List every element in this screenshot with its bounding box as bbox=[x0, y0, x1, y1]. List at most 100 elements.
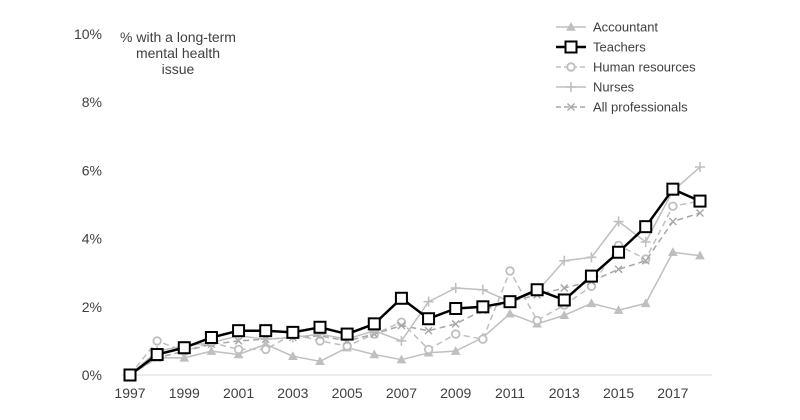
data-point-teachers bbox=[367, 317, 381, 331]
data-point-human-resources bbox=[261, 344, 271, 355]
data-point-nurses bbox=[695, 161, 705, 172]
series-line-all-professionals bbox=[129, 212, 701, 376]
legend: Accountant Teachers Human resources Nurses A… bbox=[556, 20, 696, 115]
data-point-nurses bbox=[396, 335, 407, 346]
data-point-accountant bbox=[206, 346, 217, 355]
series-line-human-resources bbox=[129, 200, 701, 376]
data-point-accountant bbox=[288, 351, 298, 360]
data-point-accountant bbox=[668, 247, 678, 256]
data-point-human-resources bbox=[152, 336, 162, 346]
x-tick-label: 2009 bbox=[440, 385, 471, 401]
data-point-human-resources bbox=[423, 344, 434, 355]
legend-marker-all-professionals bbox=[567, 103, 575, 111]
data-point-all-professionals bbox=[696, 209, 704, 218]
legend-item-all-professionals: All professionals bbox=[556, 100, 688, 115]
data-point-all-professionals bbox=[614, 265, 623, 274]
data-point-teachers bbox=[259, 324, 273, 338]
legend-item-accountant: Accountant bbox=[556, 20, 658, 35]
data-point-teachers bbox=[476, 300, 490, 314]
data-point-human-resources bbox=[532, 315, 542, 326]
y-axis-tick-labels: 0% 2% 4% 6% 8% 10% bbox=[74, 26, 102, 383]
data-point-teachers bbox=[584, 269, 598, 283]
data-point-accountant bbox=[233, 349, 244, 359]
data-point-accountant bbox=[315, 356, 325, 366]
data-point-accountant bbox=[586, 298, 597, 308]
annotation-line-3: issue bbox=[162, 61, 195, 77]
data-point-human-resources bbox=[233, 344, 244, 355]
data-point-teachers bbox=[503, 295, 517, 309]
data-point-nurses bbox=[586, 252, 597, 263]
data-point-teachers bbox=[449, 302, 463, 316]
x-tick-label: 1997 bbox=[114, 385, 145, 401]
data-point-nurses bbox=[613, 216, 624, 227]
y-tick-label: 6% bbox=[82, 162, 102, 178]
data-point-all-professionals bbox=[641, 256, 650, 265]
data-point-teachers bbox=[313, 320, 327, 334]
data-point-teachers bbox=[530, 283, 544, 297]
x-tick-label: 2003 bbox=[277, 385, 308, 401]
x-tick-label: 1999 bbox=[169, 385, 200, 401]
series-line-teachers bbox=[129, 187, 701, 376]
data-point-all-professionals bbox=[668, 217, 677, 226]
legend-marker-teachers bbox=[564, 40, 578, 54]
data-point-accountant bbox=[640, 298, 651, 308]
annotation-line-2: mental health bbox=[136, 45, 220, 61]
x-tick-label: 2013 bbox=[549, 385, 580, 401]
data-point-teachers bbox=[557, 293, 571, 307]
data-point-teachers bbox=[150, 348, 164, 362]
x-tick-label: 2011 bbox=[495, 385, 525, 401]
data-point-accountant bbox=[396, 354, 407, 364]
legend-label-accountant: Accountant bbox=[593, 20, 658, 35]
data-point-all-professionals bbox=[234, 336, 243, 345]
legend-label-nurses: Nurses bbox=[593, 80, 635, 95]
data-point-nurses bbox=[423, 296, 434, 307]
data-point-accountant bbox=[369, 349, 380, 359]
x-tick-label: 2017 bbox=[657, 385, 688, 401]
data-point-accountant bbox=[179, 352, 190, 362]
data-point-accountant bbox=[695, 250, 705, 260]
data-point-teachers bbox=[286, 325, 300, 339]
legend-label-all-professionals: All professionals bbox=[593, 100, 688, 115]
y-tick-label: 8% bbox=[82, 94, 102, 110]
legend-item-nurses: Nurses bbox=[556, 80, 635, 95]
data-point-teachers bbox=[639, 220, 653, 234]
series-layer bbox=[123, 161, 707, 382]
y-tick-label: 4% bbox=[82, 231, 102, 247]
data-point-teachers bbox=[340, 327, 354, 341]
data-point-teachers bbox=[693, 194, 707, 208]
legend-marker-nurses bbox=[566, 82, 576, 92]
x-tick-label: 2015 bbox=[603, 385, 634, 401]
data-point-teachers bbox=[232, 324, 246, 338]
data-point-all-professionals bbox=[560, 284, 569, 293]
x-tick-label: 2001 bbox=[223, 385, 254, 401]
series-nurses bbox=[125, 161, 705, 380]
y-tick-label: 10% bbox=[74, 26, 102, 42]
data-point-teachers bbox=[612, 245, 626, 259]
x-tick-label: 2005 bbox=[332, 385, 363, 401]
data-point-human-resources bbox=[668, 201, 678, 211]
x-tick-label: 2007 bbox=[386, 385, 417, 401]
series-line-nurses bbox=[129, 166, 701, 376]
data-point-teachers bbox=[422, 312, 436, 326]
data-point-nurses bbox=[640, 237, 651, 248]
data-point-all-professionals bbox=[397, 321, 406, 330]
data-point-accountant bbox=[613, 305, 624, 314]
data-point-teachers bbox=[123, 368, 137, 382]
data-point-all-professionals bbox=[424, 326, 433, 335]
data-point-teachers bbox=[204, 330, 218, 344]
data-point-nurses bbox=[477, 284, 488, 295]
data-point-teachers bbox=[666, 182, 680, 196]
legend-item-teachers: Teachers bbox=[556, 40, 646, 55]
annotation-line-1: % with a long-term bbox=[120, 29, 236, 45]
data-point-accountant bbox=[505, 308, 515, 318]
legend-label-teachers: Teachers bbox=[593, 40, 646, 55]
data-point-human-resources bbox=[505, 266, 515, 276]
data-point-accountant bbox=[450, 346, 461, 355]
data-point-human-resources bbox=[451, 329, 461, 339]
series-teachers bbox=[123, 182, 707, 382]
data-point-human-resources bbox=[478, 334, 488, 344]
data-point-nurses bbox=[450, 283, 461, 294]
x-axis-tick-labels: 1997 1999 2001 2003 2005 2007 2009 2011 2013 2015… bbox=[114, 385, 688, 401]
legend-item-human-resources: Human resources bbox=[556, 60, 696, 75]
